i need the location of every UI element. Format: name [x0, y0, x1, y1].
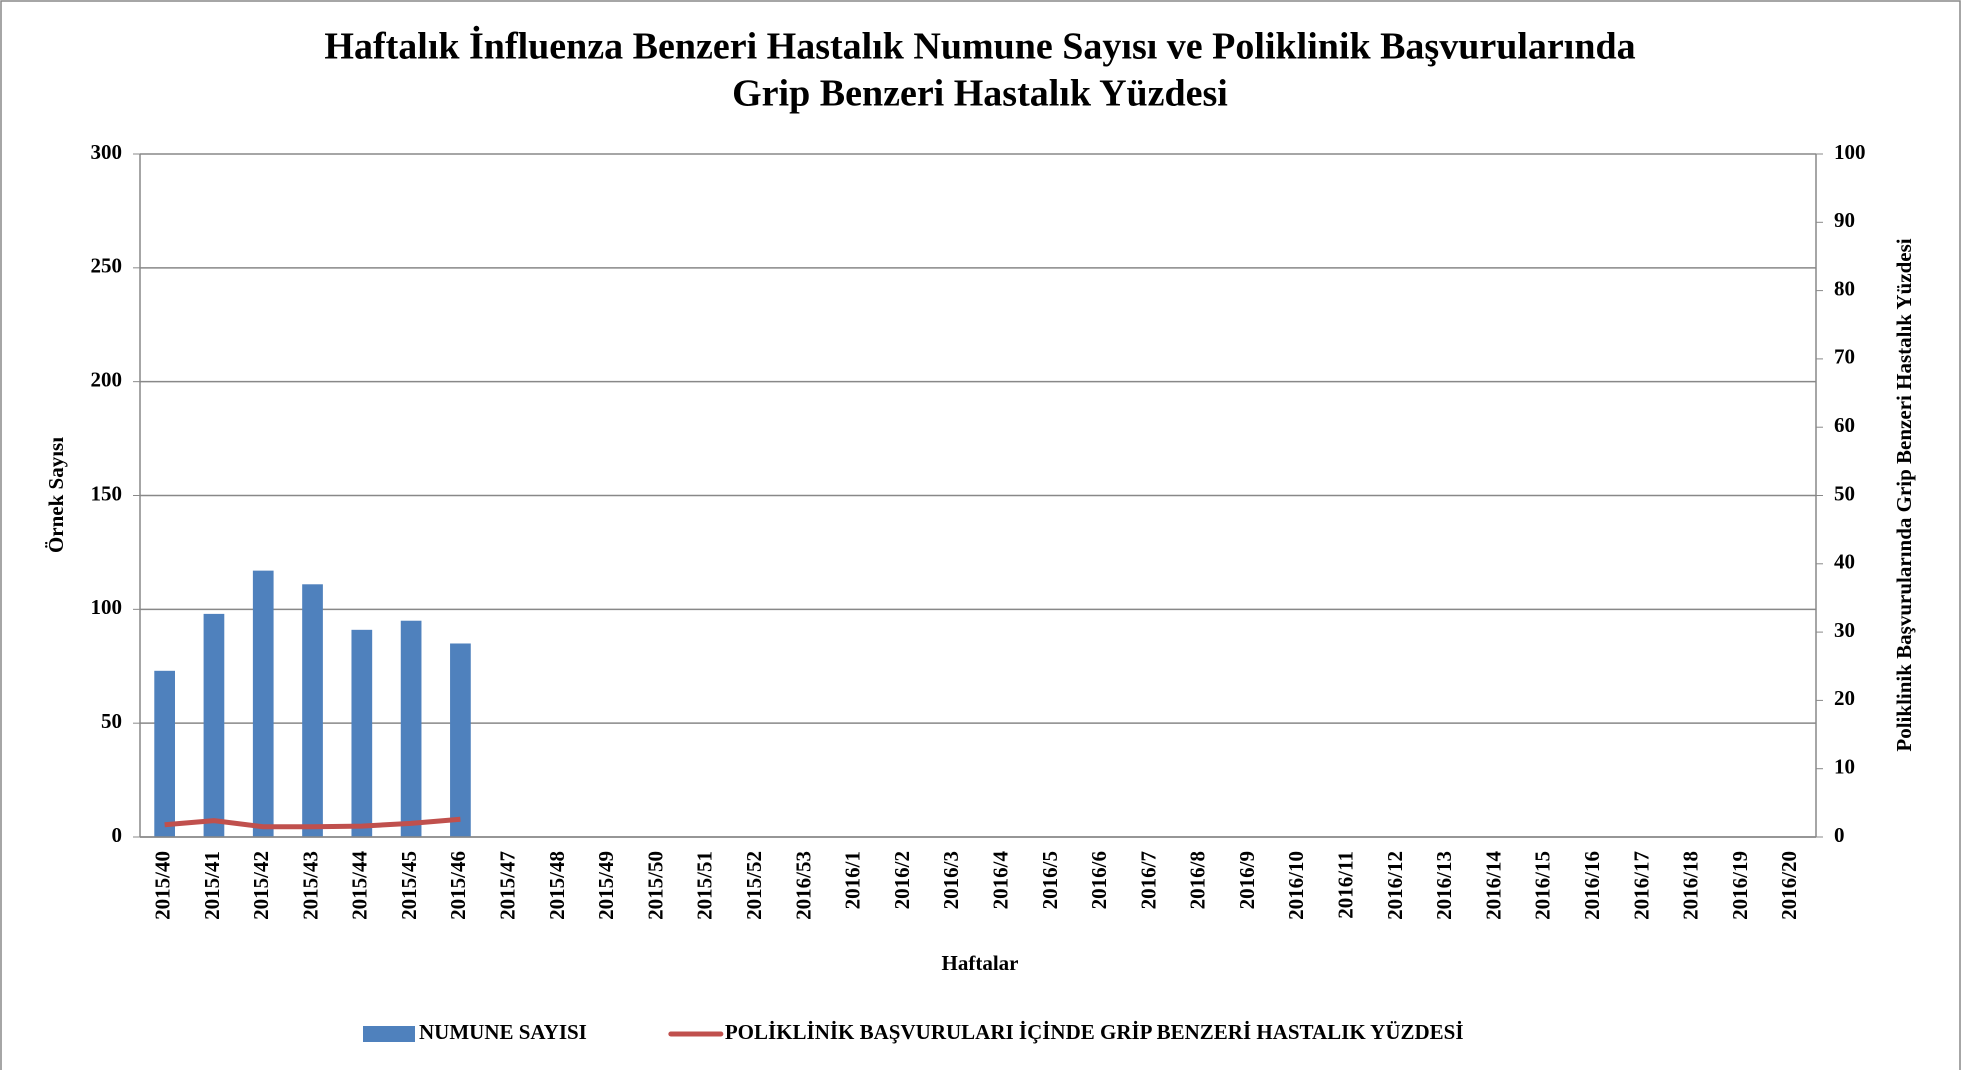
x-tick-label: 2016/14 [1481, 851, 1505, 920]
y2-axis-label: Poliklinik Başvurularında Grip Benzeri H… [1892, 238, 1916, 751]
y-axis-label: Örnek Sayısı [44, 437, 68, 553]
x-tick-label: 2016/19 [1728, 851, 1752, 920]
bar [400, 620, 422, 837]
y2-tick-label: 70 [1834, 345, 1855, 369]
y2-tick-label: 100 [1834, 140, 1866, 164]
x-tick-label: 2015/46 [446, 851, 470, 920]
y-tick-label: 100 [91, 595, 123, 619]
x-tick-label: 2016/13 [1432, 851, 1456, 920]
x-tick-label: 2016/1 [841, 851, 865, 909]
x-tick-label: 2015/48 [545, 851, 569, 920]
x-tick-label: 2015/43 [298, 851, 322, 920]
y2-tick-label: 50 [1834, 481, 1855, 505]
bar [252, 570, 274, 837]
x-tick-label: 2015/42 [249, 851, 273, 920]
x-tick-label: 2016/2 [890, 851, 914, 909]
bar [203, 613, 225, 837]
legend-swatch [363, 1026, 415, 1042]
x-tick-label: 2016/3 [939, 851, 963, 909]
y2-tick-label: 40 [1834, 550, 1855, 574]
x-axis-label: Haftalar [942, 951, 1019, 975]
x-tick-label: 2015/44 [348, 851, 372, 920]
x-tick-label: 2016/8 [1186, 851, 1210, 909]
x-tick-label: 2016/17 [1629, 851, 1653, 920]
x-tick-label: 2015/47 [496, 851, 520, 920]
legend-label: POLİKLİNİK BAŞVURULARI İÇİNDE GRİP BENZE… [725, 1020, 1464, 1044]
bar [302, 584, 323, 837]
x-tick-label: 2016/16 [1580, 851, 1604, 920]
x-tick-label: 2016/4 [988, 851, 1012, 910]
x-tick-label: 2016/7 [1136, 851, 1160, 909]
x-tick-label: 2016/53 [791, 851, 815, 920]
chart-title: Haftalık İnfluenza Benzeri Hastalık Numu… [324, 26, 1635, 68]
y-tick-label: 300 [91, 140, 123, 164]
y2-tick-label: 20 [1834, 686, 1855, 710]
x-tick-label: 2016/15 [1531, 851, 1555, 920]
x-tick-label: 2015/45 [397, 851, 421, 920]
x-tick-label: 2015/52 [742, 851, 766, 920]
y-tick-label: 150 [91, 481, 123, 505]
x-tick-label: 2015/49 [594, 851, 618, 920]
x-tick-label: 2016/18 [1679, 851, 1703, 920]
y-tick-label: 200 [91, 367, 123, 391]
x-tick-label: 2015/50 [643, 851, 667, 920]
y2-tick-label: 60 [1834, 413, 1855, 437]
x-tick-label: 2016/12 [1383, 851, 1407, 920]
bar [154, 670, 175, 837]
y2-tick-label: 0 [1834, 823, 1845, 847]
x-tick-label: 2016/20 [1777, 851, 1801, 920]
x-tick-label: 2016/11 [1334, 851, 1358, 919]
y-tick-label: 250 [91, 254, 123, 278]
legend-label: NUMUNE SAYISI [419, 1020, 587, 1044]
x-tick-label: 2016/9 [1235, 851, 1259, 909]
chart-title: Grip Benzeri Hastalık Yüzdesi [732, 73, 1228, 115]
bar [351, 629, 373, 837]
line [164, 816, 461, 830]
y2-tick-label: 30 [1834, 618, 1855, 642]
x-tick-label: 2015/41 [200, 851, 224, 920]
y2-tick-label: 10 [1834, 755, 1855, 779]
x-tick-label: 2015/51 [693, 851, 717, 920]
x-tick-label: 2016/6 [1087, 851, 1111, 909]
x-tick-label: 2016/5 [1038, 851, 1062, 909]
bar [450, 643, 471, 837]
y-tick-label: 0 [112, 823, 123, 847]
y2-tick-label: 80 [1834, 276, 1855, 300]
y2-tick-label: 90 [1834, 208, 1855, 232]
x-tick-label: 2015/40 [150, 851, 174, 920]
y-tick-label: 50 [101, 709, 122, 733]
x-tick-label: 2016/10 [1284, 851, 1308, 920]
